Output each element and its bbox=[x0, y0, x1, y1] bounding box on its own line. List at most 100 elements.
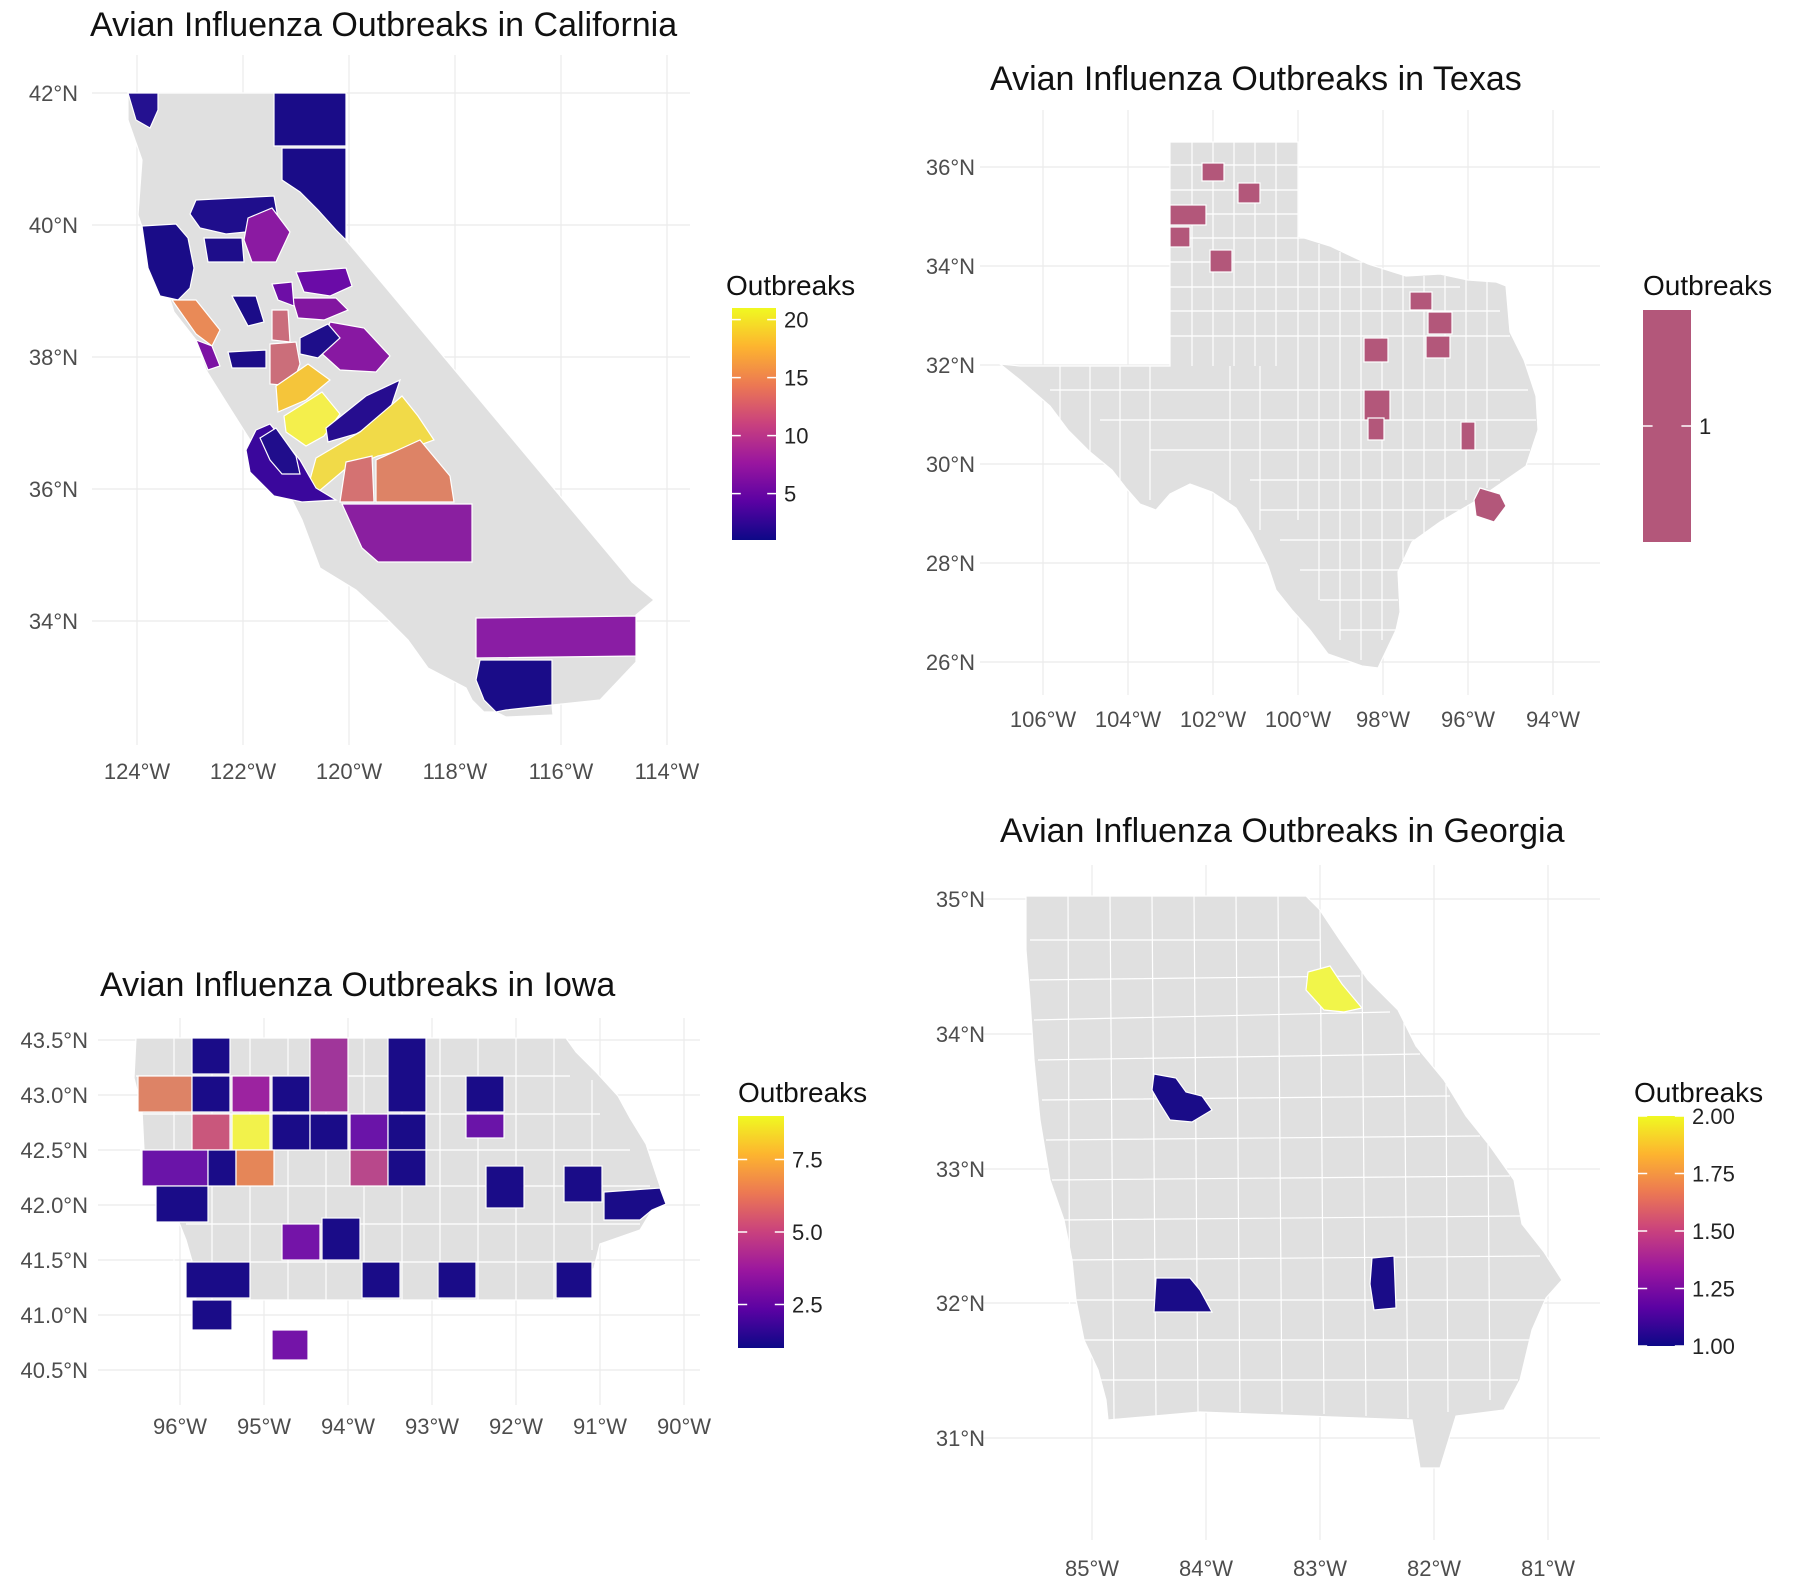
county-mendocino bbox=[141, 223, 195, 301]
texas-legend: Outbreaks 1 bbox=[1643, 270, 1772, 542]
y-tick-label: 38°N bbox=[29, 345, 78, 370]
county-highlighted bbox=[271, 1075, 311, 1113]
y-tick-label: 42.0°N bbox=[20, 1193, 88, 1218]
county-highlighted bbox=[387, 1149, 427, 1187]
legend-tick-label: 1.25 bbox=[1692, 1277, 1735, 1302]
county-highlighted bbox=[1363, 389, 1391, 421]
legend-title: Outbreaks bbox=[726, 270, 855, 301]
county-highlighted bbox=[437, 1261, 477, 1299]
county-highlighted bbox=[1169, 204, 1207, 226]
county-highlighted bbox=[349, 1113, 389, 1151]
county-highlighted bbox=[231, 1113, 271, 1151]
y-tick-label: 34°N bbox=[926, 254, 975, 279]
iowa-legend: Outbreaks 7.5 5.0 2.5 bbox=[738, 1077, 867, 1348]
county-highlighted bbox=[1201, 162, 1225, 182]
county-tulare bbox=[375, 439, 455, 503]
county-highlighted bbox=[361, 1261, 401, 1299]
y-tick-label: 43.0°N bbox=[20, 1083, 88, 1108]
x-tick-label: 102°W bbox=[1180, 707, 1247, 732]
y-tick-label: 32°N bbox=[936, 1291, 985, 1316]
y-tick-label: 40°N bbox=[29, 213, 78, 238]
county-marin bbox=[194, 338, 221, 371]
y-tick-label: 35°N bbox=[936, 887, 985, 912]
iowa-y-axis: 43.5°N 43.0°N 42.5°N 42.0°N 41.5°N 41.0°… bbox=[20, 1028, 88, 1383]
x-tick-label: 90°W bbox=[657, 1414, 711, 1439]
y-tick-label: 26°N bbox=[926, 650, 975, 675]
county-highlighted bbox=[1473, 487, 1507, 523]
county-kings bbox=[339, 455, 375, 503]
x-tick-label: 91°W bbox=[573, 1414, 627, 1439]
y-tick-label: 43.5°N bbox=[20, 1028, 88, 1053]
x-tick-label: 93°W bbox=[405, 1414, 459, 1439]
y-tick-label: 30°N bbox=[926, 452, 975, 477]
x-tick-label: 122°W bbox=[210, 759, 277, 784]
x-tick-label: 96°W bbox=[1441, 707, 1495, 732]
georgia-state-shape bbox=[1025, 895, 1563, 1469]
y-tick-label: 40.5°N bbox=[20, 1358, 88, 1383]
county-highlighted bbox=[191, 1075, 231, 1113]
county-stanislaus bbox=[275, 363, 331, 413]
county-highlighted bbox=[281, 1223, 321, 1261]
california-y-axis: 42°N 40°N 38°N 36°N 34°N bbox=[29, 81, 78, 634]
x-tick-label: 84°W bbox=[1179, 1556, 1233, 1581]
texas-counties bbox=[1169, 162, 1507, 523]
county-highlighted bbox=[321, 1217, 361, 1261]
county-highlighted bbox=[465, 1113, 505, 1139]
california-x-axis: 124°W 122°W 120°W 118°W 116°W 114°W bbox=[104, 759, 700, 784]
county-highlighted bbox=[349, 1149, 389, 1187]
county-highlighted bbox=[137, 1075, 193, 1113]
texas-y-axis: 36°N 34°N 32°N 30°N 28°N 26°N bbox=[926, 155, 975, 675]
county-highlighted bbox=[1305, 965, 1364, 1013]
x-tick-label: 83°W bbox=[1293, 1556, 1347, 1581]
county-highlighted bbox=[271, 1113, 311, 1151]
county-highlighted bbox=[1427, 311, 1453, 335]
x-tick-label: 96°W bbox=[153, 1414, 207, 1439]
legend-tick-label: 7.5 bbox=[792, 1148, 823, 1173]
texas-x-axis: 106°W 104°W 102°W 100°W 98°W 96°W 94°W bbox=[1010, 707, 1580, 732]
x-tick-label: 106°W bbox=[1010, 707, 1077, 732]
county-highlighted bbox=[555, 1261, 593, 1299]
county-amador bbox=[299, 323, 341, 359]
california-map: 124°W 122°W 120°W 118°W 116°W 114°W 42°N… bbox=[29, 55, 855, 784]
legend-tick-label: 1 bbox=[1699, 414, 1711, 439]
county-highlighted bbox=[271, 1329, 309, 1361]
iowa-x-axis: 96°W 95°W 94°W 93°W 92°W 91°W 90°W bbox=[153, 1414, 711, 1439]
county-butte bbox=[243, 207, 291, 263]
x-tick-label: 81°W bbox=[1521, 1556, 1575, 1581]
x-tick-label: 98°W bbox=[1356, 707, 1410, 732]
county-highlighted bbox=[563, 1165, 603, 1203]
county-highlighted bbox=[387, 1113, 427, 1151]
legend-tick-label: 5.0 bbox=[792, 1220, 823, 1245]
iowa-panel: 96°W 95°W 94°W 93°W 92°W 91°W 90°W 43.5°… bbox=[0, 800, 900, 1440]
legend-tick-label: 15 bbox=[784, 366, 808, 391]
county-highlighted bbox=[309, 1113, 349, 1151]
county-highlighted bbox=[1367, 417, 1385, 441]
county-highlighted bbox=[207, 1149, 237, 1187]
texas-map: 106°W 104°W 102°W 100°W 98°W 96°W 94°W 3… bbox=[926, 110, 1772, 732]
legend-title: Outbreaks bbox=[738, 1077, 867, 1108]
county-highlighted bbox=[387, 1037, 427, 1113]
county-sonoma bbox=[170, 299, 221, 347]
x-tick-label: 92°W bbox=[489, 1414, 543, 1439]
georgia-county-lines bbox=[1029, 895, 1550, 1421]
legend-tick-label: 2.5 bbox=[792, 1293, 823, 1318]
county-modoc bbox=[273, 92, 347, 147]
georgia-panel: 85°W 84°W 83°W 82°W 81°W 35°N 34°N 33°N … bbox=[900, 800, 1798, 1594]
texas-title: Avian Influenza Outbreaks in Texas bbox=[990, 60, 1522, 98]
county-highlighted bbox=[485, 1165, 525, 1209]
county-highlighted bbox=[141, 1149, 209, 1187]
county-highlighted bbox=[1409, 291, 1433, 311]
georgia-map: 85°W 84°W 83°W 82°W 81°W 35°N 34°N 33°N … bbox=[936, 865, 1763, 1581]
county-highlighted bbox=[191, 1113, 231, 1151]
county-highlighted bbox=[231, 1075, 271, 1113]
x-tick-label: 82°W bbox=[1407, 1556, 1461, 1581]
county-del-norte bbox=[127, 92, 159, 129]
county-san-diego bbox=[475, 659, 553, 713]
county-san-benito bbox=[259, 427, 301, 475]
legend-title: Outbreaks bbox=[1643, 270, 1772, 301]
california-counties bbox=[127, 92, 637, 713]
x-tick-label: 100°W bbox=[1265, 707, 1332, 732]
county-colusa bbox=[231, 295, 265, 327]
iowa-title: Avian Influenza Outbreaks in Iowa bbox=[100, 966, 616, 1004]
x-tick-label: 118°W bbox=[423, 759, 488, 784]
